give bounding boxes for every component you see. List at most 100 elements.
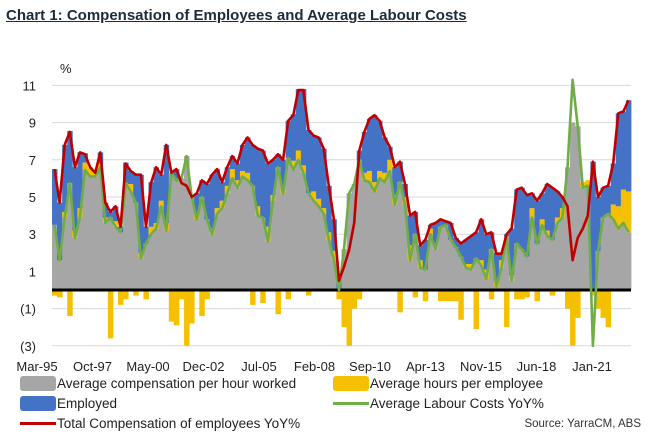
bar-avg-compensation [300,172,307,290]
legend-label: Average hours per employee [370,376,544,391]
bar-employed [148,182,154,227]
bar-avg-compensation [199,197,205,290]
bar-employed [214,169,221,209]
bar-avg-hours [148,226,154,235]
bar-avg-compensation [184,156,190,290]
bar-avg-hours [316,198,322,207]
bar-avg-compensation [255,215,261,290]
bar-avg-compensation [102,223,109,290]
bar-employed [519,187,525,250]
bar-avg-compensation [118,232,124,290]
bar-employed [239,144,246,171]
bar-avg-compensation [189,197,195,290]
bar-employed [438,219,444,227]
bar-avg-compensation [112,226,119,290]
bar-employed [209,174,215,229]
bar-employed [250,144,256,186]
bar-avg-hours [544,230,551,237]
bar-avg-compensation [549,239,556,290]
bar-avg-hours [295,150,302,160]
bar-avg-hours [590,290,596,296]
bar-avg-compensation [280,193,287,290]
bar-avg-compensation [153,228,160,290]
bar-employed [539,193,546,220]
bar-employed [625,100,632,192]
bar-avg-compensation [158,206,165,290]
bar-avg-hours [321,208,327,214]
legend-item-total-compensation: Total Compensation of employees YoY% [20,416,300,431]
bar-employed [387,146,393,160]
bar-employed [498,252,505,261]
bar-avg-compensation [519,249,525,290]
legend-line-green [333,402,369,405]
y-axis-label: % [60,61,72,76]
bar-avg-compensation [168,172,175,290]
legend-label: Total Compensation of employees YoY% [57,416,301,431]
bar-employed [514,189,520,244]
bar-avg-hours [366,170,373,183]
bar-avg-hours [250,290,256,305]
bar-avg-hours [412,290,419,298]
bar-avg-hours [478,260,485,266]
bar-avg-compensation [422,269,429,290]
bar-avg-hours [575,290,581,318]
bar-avg-hours [554,217,561,224]
bar-avg-hours [239,170,246,177]
bar-avg-compensation [67,183,73,290]
bar-avg-compensation [620,223,627,290]
x-tick-label: Nov-15 [460,359,502,374]
bar-avg-hours [204,290,210,300]
bar-avg-hours [488,290,495,300]
bar-avg-hours [356,290,363,300]
bar-avg-hours [336,290,342,300]
bar-avg-compensation [77,217,83,290]
bar-avg-hours [107,290,114,339]
bar-employed [199,180,205,197]
bar-avg-compensation [321,213,327,290]
bar-avg-compensation [509,280,515,290]
bar-avg-compensation [463,267,469,290]
bar-avg-compensation [493,286,500,290]
bar-avg-compensation [458,256,464,290]
bar-avg-hours [214,208,221,214]
bar-avg-hours [178,290,185,300]
bar-avg-hours [173,290,180,326]
bar-employed [300,89,307,166]
y-tick-label: 1 [29,264,36,279]
bar-avg-compensation [514,243,520,290]
bar-employed [544,183,551,231]
legend-item-avg-hours: Average hours per employee [333,376,543,391]
bar-avg-compensation [600,217,607,290]
bar-employed [468,236,474,264]
bar-avg-hours [285,290,292,300]
bar-employed [290,114,297,161]
bar-avg-compensation [305,193,312,290]
bar-employed [448,223,454,240]
bar-avg-hours [534,290,540,302]
bar-avg-hours [52,290,58,296]
bar-employed [107,211,114,218]
y-tick-label: 7 [29,153,36,168]
bar-avg-hours [473,290,480,330]
legend-item-avg-labour-costs: Average Labour Costs YoY% [333,396,544,411]
x-tick-label: Feb-08 [294,359,335,374]
bar-employed [158,174,165,201]
bar-avg-hours [87,167,94,177]
bar-employed [265,163,271,227]
bar-avg-hours [595,290,601,309]
bar-avg-compensation [417,267,424,290]
bar-employed [316,137,322,199]
bar-avg-compensation [407,260,414,290]
bar-avg-compensation [397,182,403,290]
bar-avg-hours [519,290,525,300]
bar-avg-compensation [615,228,622,290]
x-tick-label: Mar-95 [16,359,57,374]
x-tick-label: Oct-97 [73,359,112,374]
bar-avg-compensation [219,208,226,290]
bar-avg-hours [382,172,388,183]
y-tick-label: 3 [29,227,36,242]
bar-employed [443,221,449,225]
bar-avg-hours [234,180,241,188]
bar-avg-compensation [504,236,510,290]
x-tick-label: May-00 [126,359,169,374]
